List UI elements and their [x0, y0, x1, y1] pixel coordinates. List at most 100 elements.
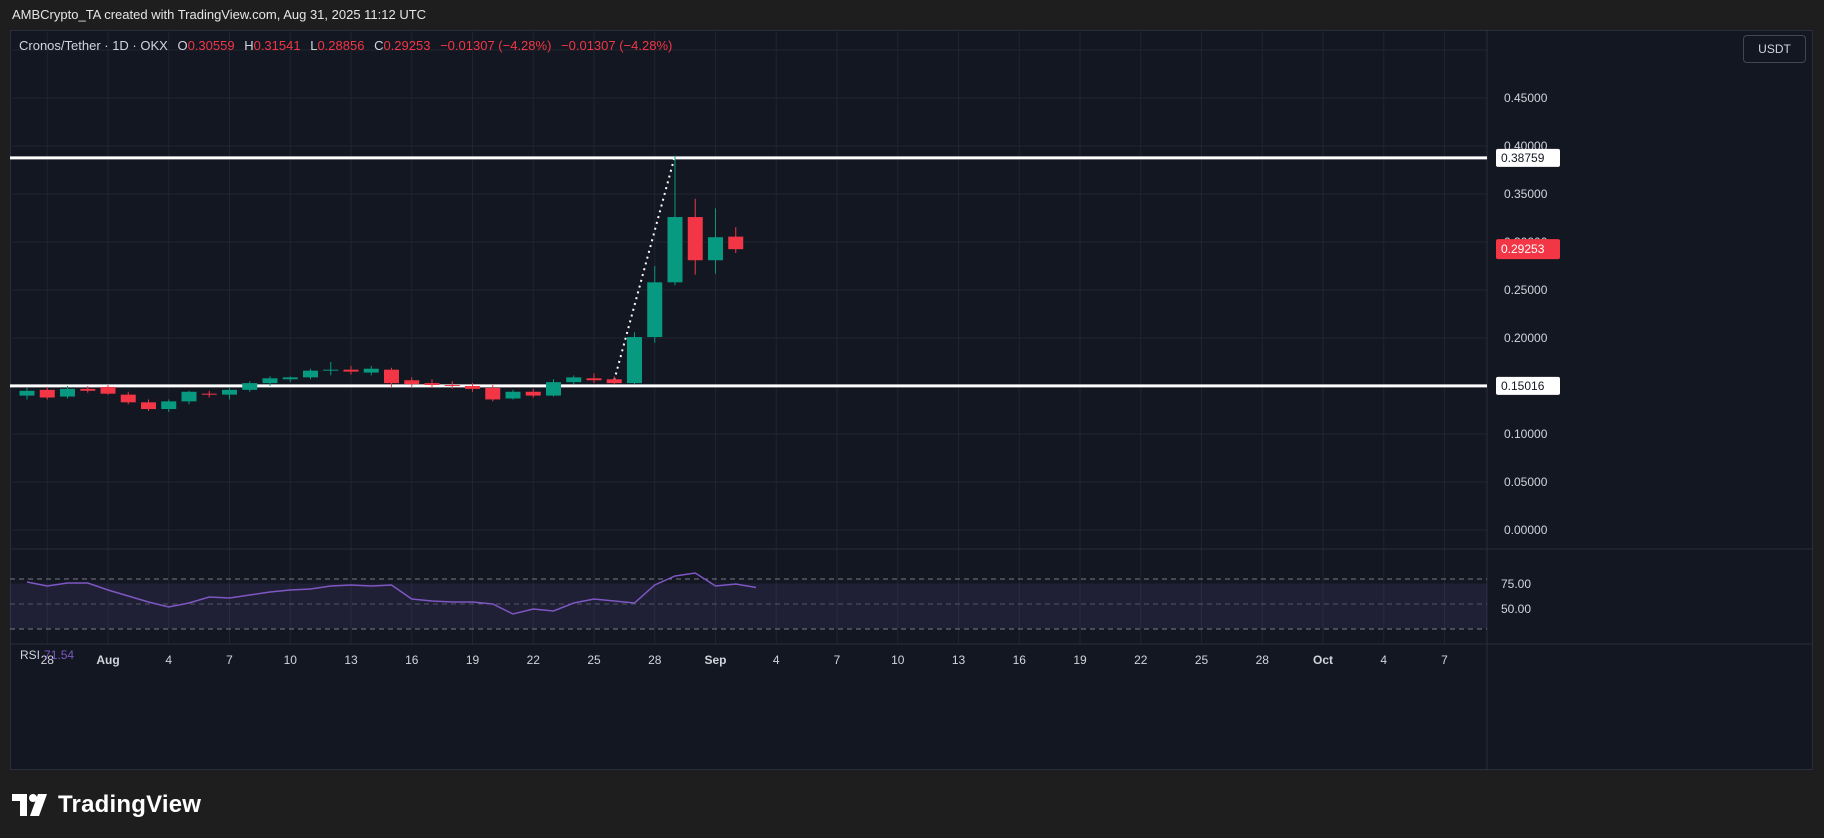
grid-layer	[10, 30, 1813, 770]
time-axis-label: 19	[466, 653, 480, 667]
time-axis-label: 4	[1380, 653, 1387, 667]
time-axis-label: 13	[344, 653, 358, 667]
time-axis-label: 22	[1134, 653, 1148, 667]
open-label: O	[177, 38, 188, 53]
candle-body	[505, 391, 521, 399]
candle-body	[80, 388, 96, 391]
candle-body	[242, 383, 258, 390]
candle-body	[384, 369, 399, 384]
candle-body	[323, 369, 339, 371]
rsi-line	[26, 572, 757, 615]
time-axis-label: Sep	[704, 653, 726, 667]
low-value: 0.28856	[317, 38, 365, 53]
candle-body	[424, 383, 440, 386]
chart-canvas[interactable]: 75.0050.000.000000.050000.100000.150000.…	[10, 30, 1813, 770]
rsi-pane	[10, 572, 1487, 630]
candle-body	[606, 379, 622, 384]
time-axis-label: 13	[952, 653, 966, 667]
candle-body	[465, 386, 480, 389]
trend-line	[613, 155, 676, 381]
candle-body	[708, 237, 723, 261]
close-label: C	[374, 38, 384, 53]
candle-body	[647, 282, 663, 338]
change-value-2: −0.01307 (−4.28%)	[561, 38, 673, 53]
candle-body	[262, 378, 278, 384]
time-axis-label: 7	[1441, 653, 1448, 667]
price-axis-label: 0.10000	[1504, 427, 1548, 441]
rsi-label: RSI	[20, 648, 41, 662]
price-axis-label: 0.00000	[1504, 523, 1548, 537]
time-axis-label: 28	[1256, 653, 1270, 667]
symbol-legend: Cronos/Tether · 1D · OKX O0.30559 H0.315…	[19, 38, 672, 53]
candle-body	[485, 387, 501, 400]
high-label: H	[244, 38, 254, 53]
candle-body	[161, 401, 177, 410]
time-axis-label: 10	[284, 653, 298, 667]
rsi-value: 71.54	[44, 648, 75, 662]
candle-body	[141, 402, 156, 410]
last-price-label: 0.29253	[1501, 242, 1545, 256]
time-axis-label: Oct	[1313, 653, 1333, 667]
candle-body	[363, 368, 379, 373]
candle-body	[100, 386, 116, 394]
candle-body	[525, 391, 541, 396]
candle-body	[627, 337, 642, 384]
level-label-bg	[1496, 148, 1560, 167]
level-label-bg	[1496, 376, 1560, 395]
low-label: L	[310, 38, 318, 53]
tradingview-logo[interactable]: TradingView	[12, 790, 201, 820]
time-axis-label: 28	[41, 653, 55, 667]
candle-body	[586, 378, 602, 381]
currency-button[interactable]: USDT	[1743, 35, 1806, 63]
candle-body	[282, 377, 298, 380]
last-price-bg	[1496, 239, 1560, 260]
candle-body	[444, 385, 460, 387]
time-axis-label: 25	[1195, 653, 1209, 667]
time-axis-label: 28	[648, 653, 662, 667]
candle-body	[343, 369, 359, 372]
time-axis-label: 7	[834, 653, 841, 667]
high-value: 0.31541	[253, 38, 301, 53]
price-axis-label: 0.45000	[1504, 91, 1548, 105]
time-axis-label: 22	[527, 653, 541, 667]
candle-body	[181, 391, 197, 402]
level-label: 0.38759	[1501, 151, 1545, 165]
symbol-name: Cronos/Tether · 1D · OKX	[19, 38, 168, 53]
time-axis-label: 16	[1013, 653, 1027, 667]
candle-body	[728, 236, 744, 250]
rsi-axis-label: 75.00	[1501, 577, 1531, 591]
time-axis-label: 7	[226, 653, 233, 667]
rsi-legend: RSI 71.54	[20, 648, 74, 662]
horizontal-lines	[10, 155, 1487, 388]
price-axis-label: 0.20000	[1504, 331, 1548, 345]
candle-body	[201, 393, 217, 395]
candle-body	[404, 380, 420, 385]
candles	[19, 155, 744, 412]
tradingview-logo-text: TradingView	[58, 791, 202, 818]
time-axis-label: 16	[405, 653, 419, 667]
level-label: 0.15016	[1501, 379, 1545, 393]
candle-body	[19, 390, 35, 396]
attribution-text: AMBCrypto_TA created with TradingView.co…	[12, 7, 427, 22]
candle-body	[667, 217, 683, 283]
attribution-bar: AMBCrypto_TA created with TradingView.co…	[0, 0, 1824, 30]
tradingview-logo-icon	[12, 794, 47, 816]
price-axis-label: 0.35000	[1504, 187, 1548, 201]
time-axis-label: Aug	[96, 653, 119, 667]
candle-body	[687, 217, 703, 261]
time-axis-label: 4	[773, 653, 780, 667]
candle-body	[222, 389, 237, 395]
rsi-axis-label: 50.00	[1501, 602, 1531, 616]
rsi-band	[10, 583, 1487, 629]
candle-body	[566, 377, 582, 383]
time-axis-label: 4	[165, 653, 172, 667]
price-axis-label: 0.25000	[1504, 283, 1548, 297]
candle-body	[39, 389, 55, 398]
candle-body	[60, 388, 75, 397]
candle-body	[303, 370, 318, 378]
time-axis-label: 10	[891, 653, 905, 667]
candle-body	[120, 394, 136, 403]
close-value: 0.29253	[383, 38, 431, 53]
change-value: −0.01307 (−4.28%)	[440, 38, 552, 53]
time-axis-label: 25	[587, 653, 601, 667]
